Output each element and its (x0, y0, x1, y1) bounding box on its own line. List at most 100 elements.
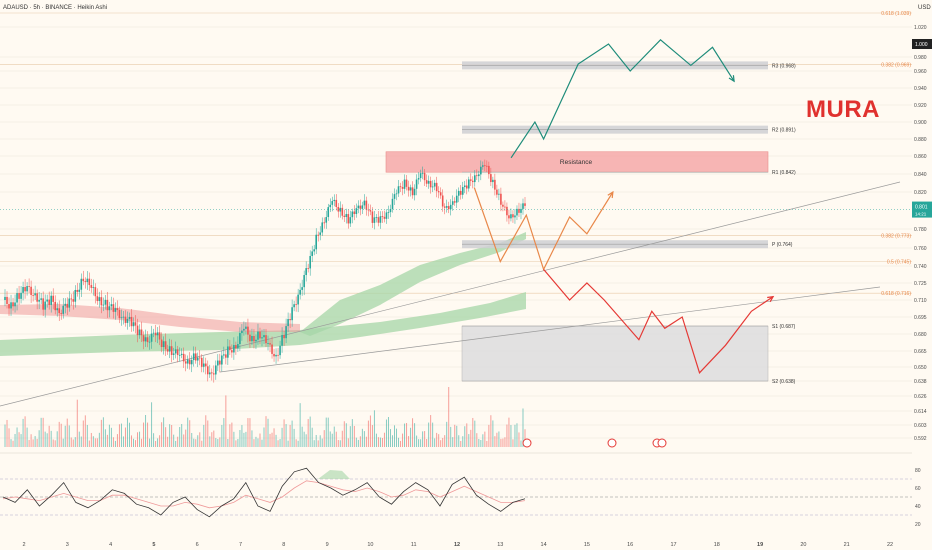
candle-body[interactable] (6, 296, 8, 304)
candle-body[interactable] (484, 165, 486, 167)
candle-body[interactable] (132, 322, 135, 327)
candle-body[interactable] (391, 198, 394, 209)
candle-body[interactable] (188, 359, 191, 365)
candle-body[interactable] (170, 346, 173, 355)
candle-body[interactable] (158, 332, 161, 340)
candle-body[interactable] (150, 333, 153, 342)
candle-body[interactable] (38, 299, 40, 302)
candle-body[interactable] (76, 289, 79, 292)
candle-body[interactable] (365, 200, 368, 210)
candle-body[interactable] (514, 215, 516, 218)
candle-body[interactable] (387, 212, 390, 213)
candle-body[interactable] (225, 354, 227, 358)
candle-body[interactable] (48, 299, 50, 305)
candle-body[interactable] (510, 214, 512, 219)
candle-body[interactable] (299, 289, 301, 295)
candle-body[interactable] (247, 326, 249, 335)
candle-body[interactable] (516, 208, 518, 216)
candle-body[interactable] (28, 286, 30, 287)
candle-body[interactable] (213, 373, 215, 375)
candle-body[interactable] (275, 354, 277, 357)
candle-body[interactable] (190, 360, 193, 365)
candle-body[interactable] (136, 325, 139, 336)
candle-body[interactable] (271, 344, 273, 354)
candle-body[interactable] (64, 303, 67, 306)
candle-body[interactable] (303, 275, 305, 288)
candle-body[interactable] (325, 217, 328, 223)
candle-body[interactable] (112, 304, 115, 312)
candle-body[interactable] (114, 308, 117, 312)
candle-body[interactable] (144, 337, 147, 342)
candle-body[interactable] (231, 350, 233, 353)
candle-body[interactable] (465, 185, 468, 189)
candle-body[interactable] (265, 335, 267, 344)
candle-body[interactable] (235, 345, 237, 349)
current-price-tag[interactable] (912, 201, 932, 218)
candle-body[interactable] (206, 366, 209, 375)
candle-body[interactable] (375, 217, 378, 219)
candle-body[interactable] (480, 166, 482, 175)
candle-body[interactable] (345, 214, 348, 217)
candle-body[interactable] (22, 287, 24, 293)
candle-body[interactable] (208, 372, 211, 375)
candle-body[interactable] (56, 308, 59, 311)
candle-body[interactable] (233, 345, 235, 353)
candle-body[interactable] (221, 355, 223, 365)
candle-body[interactable] (379, 216, 382, 223)
candle-body[interactable] (373, 217, 376, 223)
candle-body[interactable] (397, 186, 400, 194)
candle-body[interactable] (96, 296, 99, 302)
candle-body[interactable] (142, 335, 145, 342)
candle-body[interactable] (492, 179, 494, 183)
candle-body[interactable] (20, 292, 22, 299)
candle-body[interactable] (305, 268, 307, 276)
event-icon[interactable] (522, 438, 532, 448)
candle-body[interactable] (474, 175, 476, 183)
candle-body[interactable] (259, 331, 261, 339)
candle-body[interactable] (164, 341, 167, 350)
scenario-paths[interactable] (473, 38, 775, 374)
candle-body[interactable] (162, 341, 165, 348)
candle-body[interactable] (279, 345, 281, 356)
candle-body[interactable] (486, 165, 488, 167)
candle-body[interactable] (237, 344, 239, 349)
candle-body[interactable] (62, 305, 65, 314)
candle-body[interactable] (488, 165, 490, 175)
candle-body[interactable] (329, 204, 332, 208)
candle-body[interactable] (399, 186, 402, 188)
candle-body[interactable] (261, 337, 263, 339)
candle-body[interactable] (204, 363, 207, 367)
time-axis[interactable]: 2 3 4 5 6 7 8 9 10 11 12 13 14 15 16 17 18 19 20 21 22 (22, 542, 893, 548)
candle-body[interactable] (88, 278, 91, 286)
candle-body[interactable] (524, 203, 526, 206)
candle-body[interactable] (217, 360, 219, 366)
candle-body[interactable] (383, 216, 386, 219)
candle-body[interactable] (407, 186, 410, 191)
candle-body[interactable] (355, 208, 358, 215)
candle-body[interactable] (415, 179, 418, 189)
candle-body[interactable] (359, 205, 362, 209)
candle-body[interactable] (160, 339, 163, 348)
candle-body[interactable] (319, 232, 322, 235)
candle-body[interactable] (251, 335, 253, 342)
candle-body[interactable] (211, 372, 213, 374)
candle-body[interactable] (335, 199, 338, 208)
candle-body[interactable] (522, 203, 524, 209)
candle-body[interactable] (138, 329, 141, 336)
candle-body[interactable] (463, 185, 466, 188)
candle-body[interactable] (116, 308, 119, 310)
candle-body[interactable] (24, 287, 26, 292)
candle-body[interactable] (357, 205, 360, 209)
candle-body[interactable] (255, 339, 257, 342)
candle-body[interactable] (405, 179, 408, 187)
candle-body[interactable] (198, 357, 201, 359)
candle-body[interactable] (156, 332, 159, 336)
candle-body[interactable] (443, 206, 446, 208)
candle-body[interactable] (10, 302, 12, 309)
candle-body[interactable] (243, 328, 245, 331)
candle-body[interactable] (502, 204, 504, 207)
candle-body[interactable] (86, 278, 89, 283)
candle-body[interactable] (241, 330, 243, 334)
candle-body[interactable] (219, 360, 221, 365)
candle-body[interactable] (36, 293, 38, 302)
